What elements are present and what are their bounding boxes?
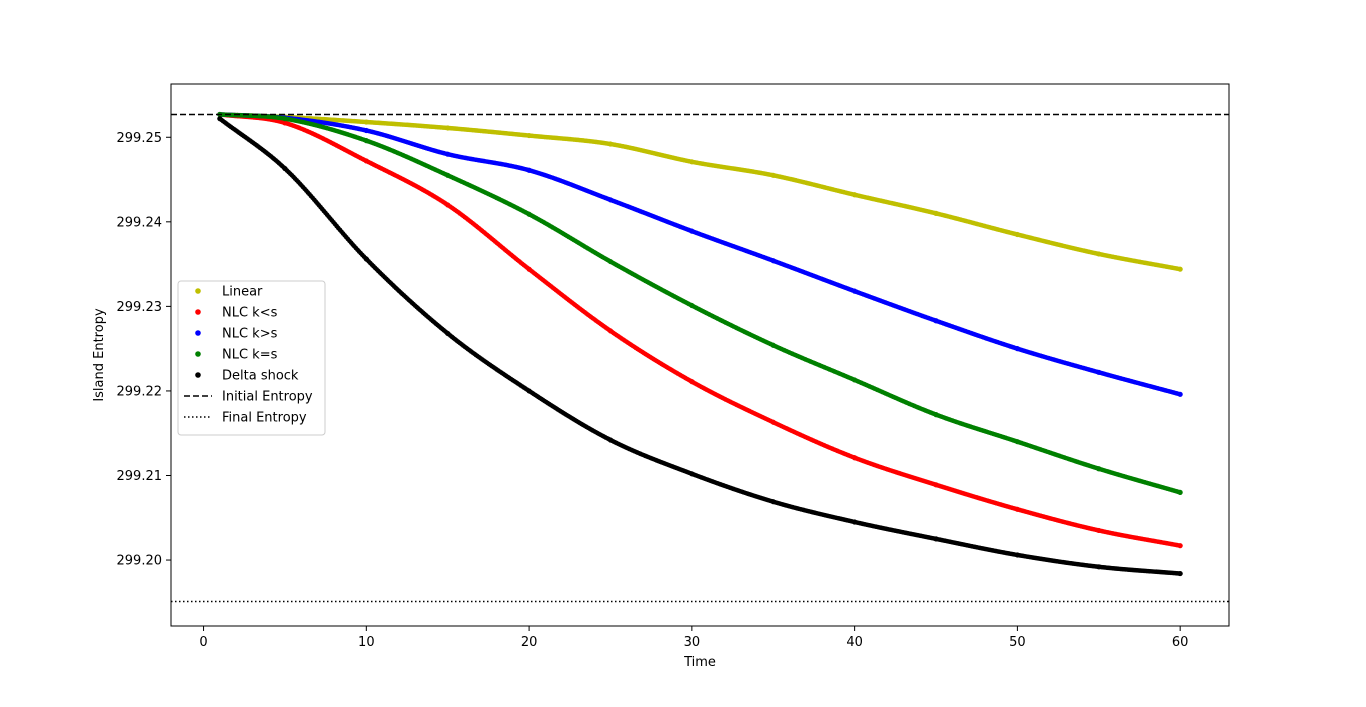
- x-axis-label: Time: [683, 655, 716, 670]
- y-tick-label: 299.22: [117, 384, 163, 399]
- legend-swatch-delta-shock: [195, 372, 201, 378]
- plot-frame: [170, 83, 1230, 627]
- x-axis: 0 10 20 30 40 50 60: [199, 626, 1188, 650]
- delta-shock-series: [217, 116, 1183, 577]
- legend-label-delta-shock: Delta shock: [222, 369, 299, 384]
- nlc-k-s-series: [217, 111, 1183, 496]
- linear-series: [217, 111, 1183, 272]
- x-tick-label: 60: [1172, 635, 1189, 650]
- y-axis-label: Island Entropy: [92, 308, 107, 402]
- x-tick-label: 20: [521, 635, 538, 650]
- legend-swatch-nlc-k-s: [195, 330, 201, 336]
- y-tick-label: 299.24: [117, 215, 163, 230]
- x-tick-label: 50: [1009, 635, 1026, 650]
- x-tick-label: 10: [358, 635, 375, 650]
- legend-label-initial-entropy: Initial Entropy: [222, 390, 313, 405]
- delta-shock-trace-point: [1177, 571, 1183, 576]
- y-axis: 299.20 299.21 299.22 299.23 299.24 299.25: [117, 131, 171, 569]
- legend-label-nlc-k-s: NLC k<s: [222, 306, 278, 321]
- legend-label-final-entropy: Final Entropy: [222, 411, 307, 426]
- legend-swatch-linear: [195, 288, 201, 294]
- x-tick-label: 30: [684, 635, 701, 650]
- nlc-k-s-trace-point: [1177, 490, 1183, 495]
- legend-label-linear: Linear: [222, 285, 263, 300]
- linear-trace-point: [1177, 266, 1183, 272]
- y-tick-label: 299.21: [117, 469, 163, 484]
- legend-label-nlc-k-s: NLC k=s: [222, 348, 278, 363]
- y-tick-label: 299.25: [117, 131, 163, 146]
- nlc-k-s-trace-point: [1177, 543, 1183, 548]
- x-tick-label: 40: [846, 635, 863, 650]
- y-tick-label: 299.23: [117, 300, 163, 315]
- series-layer: [171, 111, 1229, 603]
- x-tick-label: 0: [199, 635, 207, 650]
- legend-swatch-nlc-k-s: [195, 351, 201, 357]
- nlc-k-s-trace-point: [1177, 392, 1183, 397]
- legend-swatch-nlc-k-s: [195, 309, 201, 315]
- legend-label-nlc-k-s: NLC k>s: [222, 327, 278, 342]
- legend-box: [177, 280, 326, 436]
- y-tick-label: 299.20: [117, 554, 163, 569]
- legend: Linear NLC k<s NLC k>s NLC k=s Delta shock In…: [177, 280, 326, 436]
